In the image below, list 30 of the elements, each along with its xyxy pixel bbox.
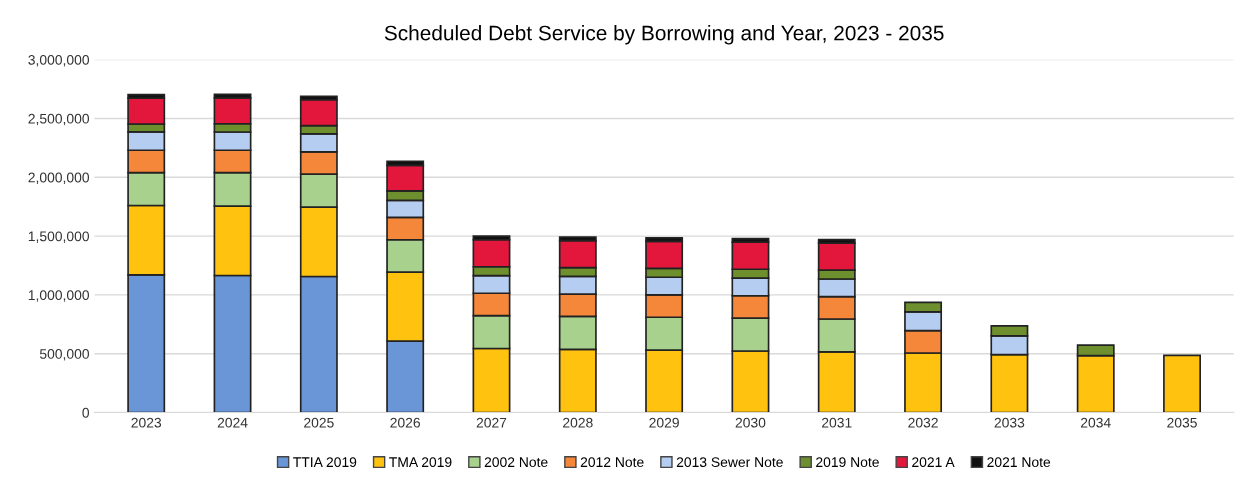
x-tick-label: 2034 <box>1080 417 1111 428</box>
chart-title: Scheduled Debt Service by Borrowing and Year, 2023 - 2035 <box>384 25 944 45</box>
legend-label: 2012 Note <box>580 457 644 468</box>
y-tick-label: 500,000 <box>39 349 90 361</box>
legend-label: TTIA 2019 <box>293 457 357 468</box>
x-tick-label: 2033 <box>994 417 1025 428</box>
x-tick-label: 2026 <box>390 417 421 428</box>
y-tick-label: 2,000,000 <box>28 172 90 185</box>
x-tick-label: 2028 <box>563 417 593 428</box>
x-tick-label: 2024 <box>217 417 248 428</box>
y-tick-label: 0 <box>82 407 90 418</box>
x-tick-label: 2027 <box>476 417 507 428</box>
y-tick-label: 3,000,000 <box>28 54 90 67</box>
legend-label: 2021 Note <box>987 457 1051 468</box>
legend-label: TMA 2019 <box>389 457 452 468</box>
bar <box>1163 354 1201 413</box>
legend-label: 2002 Note <box>484 457 548 468</box>
y-tick-label: 2,500,000 <box>28 113 90 126</box>
x-tick-label: 2025 <box>304 417 334 428</box>
legend-label: 2013 Sewer Note <box>676 457 783 468</box>
x-tick-label: 2029 <box>649 417 679 428</box>
legend-label: 2021 A <box>912 457 955 468</box>
legend-label: 2019 Note <box>816 457 879 468</box>
y-tick-label: 1,000,000 <box>28 290 90 302</box>
x-tick-label: 2023 <box>131 417 162 428</box>
y-tick-label: 1,500,000 <box>28 231 90 243</box>
x-tick-label: 2031 <box>822 417 852 428</box>
x-tick-label: 2032 <box>908 417 938 428</box>
x-tick-label: 2030 <box>735 417 766 428</box>
x-tick-label: 2035 <box>1167 417 1197 428</box>
